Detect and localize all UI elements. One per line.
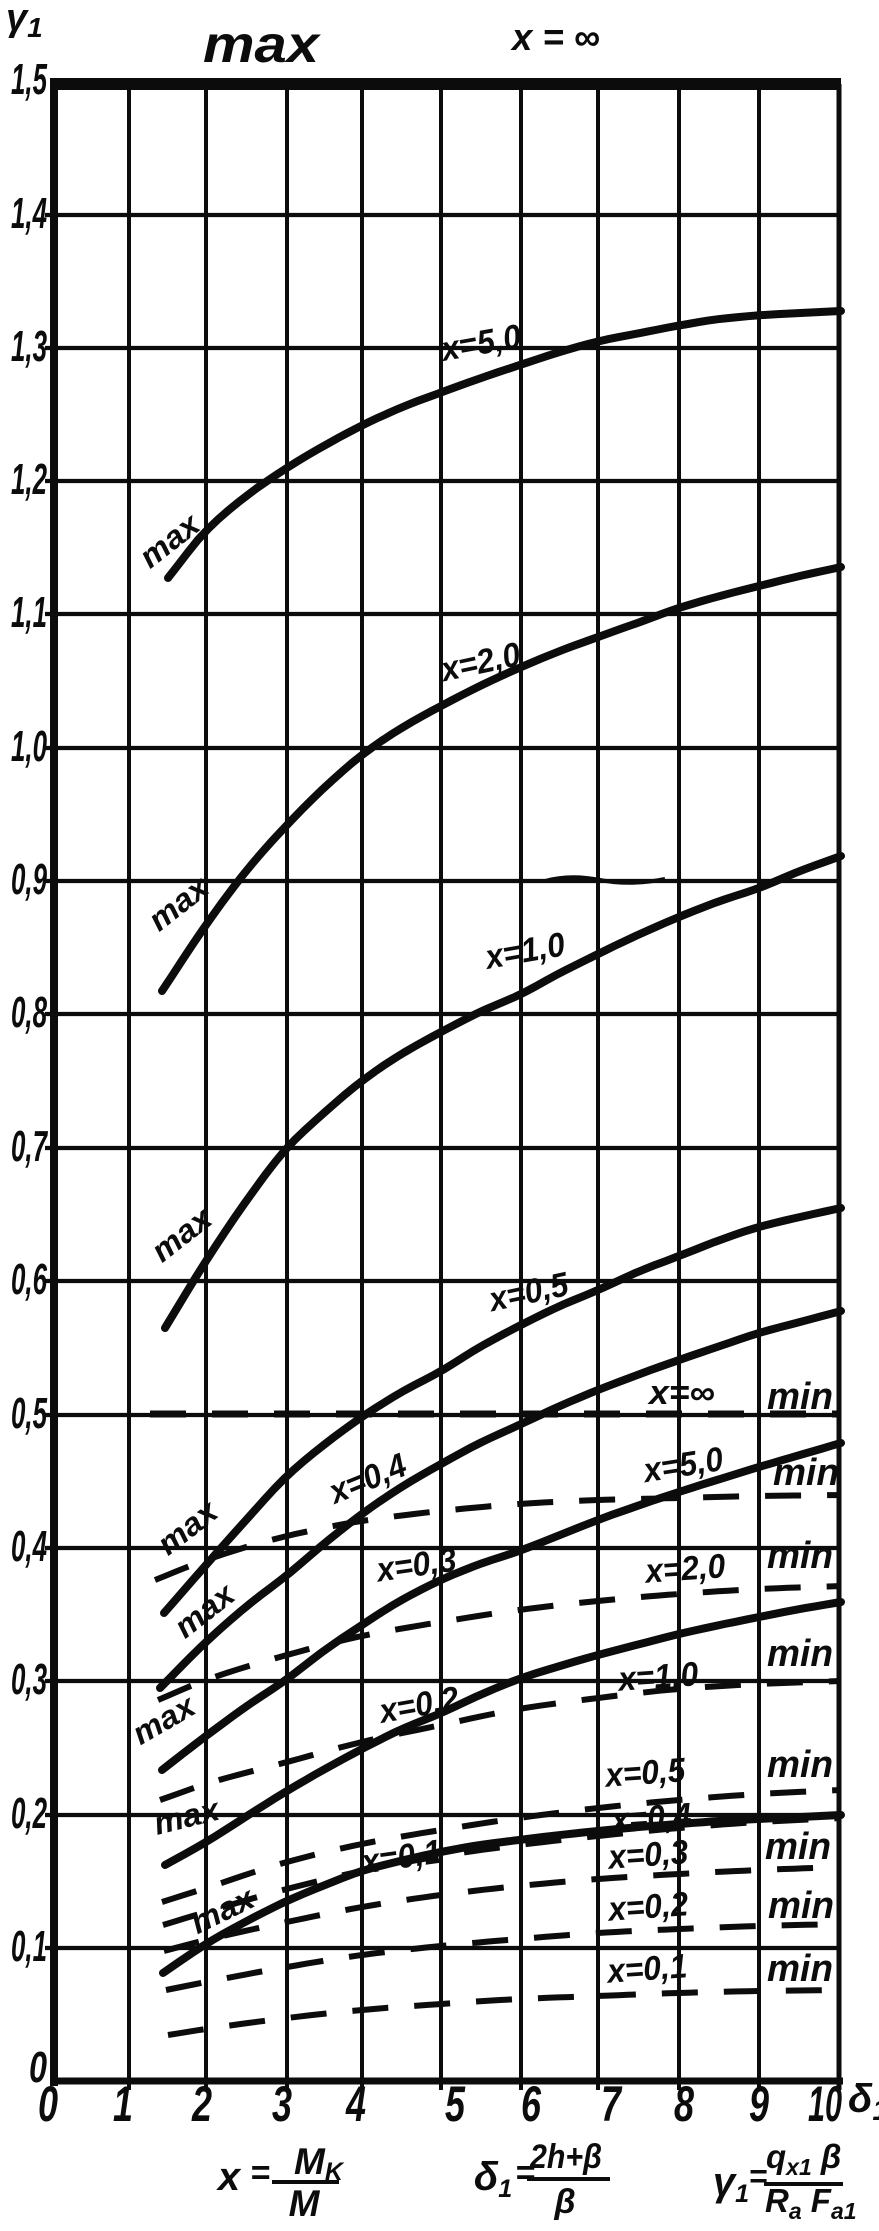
svg-text:x = ∞: x = ∞ <box>510 17 600 59</box>
svg-text:=: = <box>749 2158 768 2194</box>
svg-text:7: 7 <box>601 2076 623 2132</box>
svg-text:x=0,2: x=0,2 <box>605 1885 689 1929</box>
svg-text:6: 6 <box>521 2076 542 2132</box>
svg-text:0: 0 <box>38 2076 58 2132</box>
svg-text:0,9: 0,9 <box>11 855 47 904</box>
svg-text:1,3: 1,3 <box>11 322 47 371</box>
svg-text:0,5: 0,5 <box>11 1389 47 1438</box>
svg-text:=: = <box>515 2154 535 2192</box>
svg-text:min: min <box>767 1535 833 1577</box>
svg-text:8: 8 <box>674 2076 694 2132</box>
svg-text:Ra Fa1: Ra Fa1 <box>765 2182 857 2224</box>
svg-text:0,6: 0,6 <box>11 1255 47 1304</box>
svg-text:x=2,0: x=2,0 <box>642 1547 726 1591</box>
svg-text:min: min <box>767 1744 833 1786</box>
svg-text:2: 2 <box>191 2076 212 2132</box>
svg-text:=: = <box>250 2154 270 2192</box>
svg-text:qx1 β: qx1 β <box>766 2138 841 2180</box>
svg-text:0,3: 0,3 <box>11 1655 47 1704</box>
svg-text:min: min <box>768 1885 834 1927</box>
svg-text:max: max <box>203 16 321 74</box>
svg-text:min: min <box>767 1633 833 1675</box>
svg-text:0,7: 0,7 <box>11 1122 48 1171</box>
svg-text:1,0: 1,0 <box>11 722 47 771</box>
svg-text:x: x <box>216 2155 242 2199</box>
svg-text:1,2: 1,2 <box>11 455 47 504</box>
svg-text:0: 0 <box>29 2043 47 2092</box>
svg-text:5: 5 <box>445 2076 466 2132</box>
svg-text:1: 1 <box>113 2076 133 2132</box>
svg-text:2h+β: 2h+β <box>529 2138 602 2176</box>
svg-text:0,4: 0,4 <box>11 1522 47 1571</box>
svg-text:1,5: 1,5 <box>11 55 47 104</box>
svg-text:0,1: 0,1 <box>11 1922 47 1971</box>
svg-text:x=0,1: x=0,1 <box>604 1947 688 1991</box>
svg-text:0,8: 0,8 <box>11 988 47 1037</box>
svg-text:x=1,0: x=1,0 <box>615 1655 699 1699</box>
svg-text:δ1: δ1 <box>848 2077 879 2127</box>
svg-text:β: β <box>553 2183 575 2221</box>
svg-text:4: 4 <box>345 2076 366 2132</box>
svg-text:x=∞: x=∞ <box>647 1374 715 1412</box>
svg-text:min: min <box>767 1948 833 1990</box>
svg-text:min: min <box>767 1376 833 1418</box>
svg-text:1,1: 1,1 <box>11 588 47 637</box>
svg-text:x=0,3: x=0,3 <box>605 1833 689 1877</box>
svg-text:min: min <box>773 1452 839 1494</box>
svg-text:min: min <box>765 1826 831 1868</box>
svg-text:3: 3 <box>272 2076 292 2132</box>
svg-text:M: M <box>289 2183 321 2224</box>
svg-text:0,2: 0,2 <box>11 1789 47 1838</box>
svg-text:x=0,5: x=0,5 <box>602 1751 687 1795</box>
svg-text:1,4: 1,4 <box>11 189 47 238</box>
svg-text:x=0,4: x=0,4 <box>608 1796 692 1840</box>
svg-text:9: 9 <box>749 2076 769 2132</box>
svg-text:10: 10 <box>808 2076 842 2132</box>
